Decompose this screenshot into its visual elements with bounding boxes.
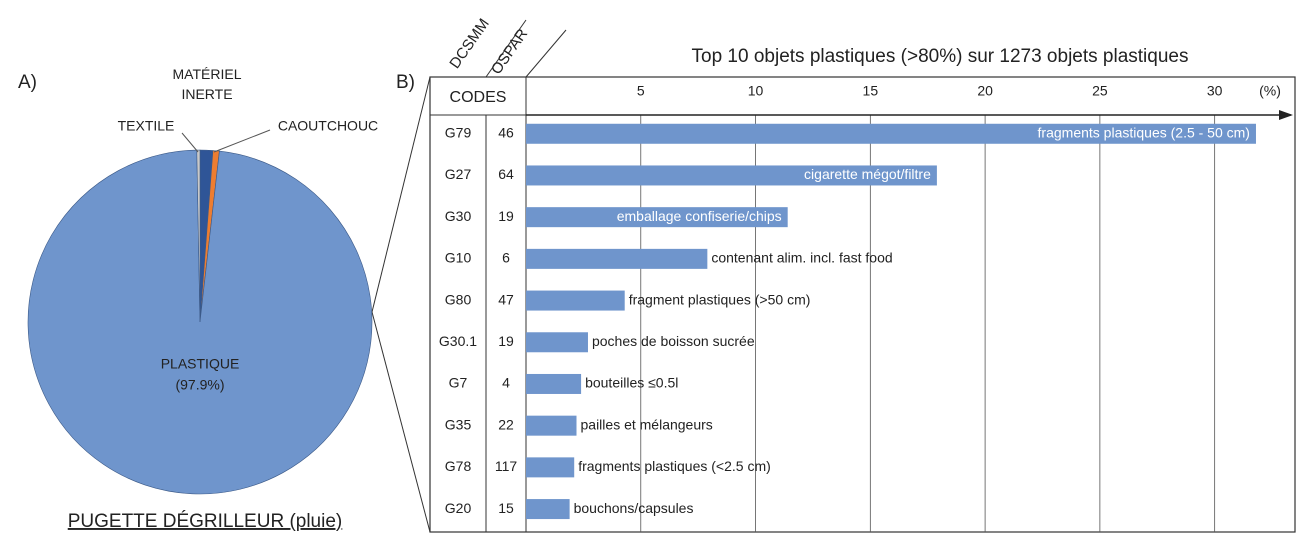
- bar: [526, 290, 625, 311]
- column-header: OSPAR: [488, 26, 532, 78]
- bar: [526, 248, 708, 269]
- table-frame: [429, 76, 1296, 533]
- bar-label: emballage confiserie/chips: [617, 208, 782, 224]
- zoom-line: [371, 311, 431, 533]
- axis-unit: (%): [1259, 83, 1281, 99]
- slice-label: PLASTIQUE: [161, 356, 240, 372]
- code-cell: 46: [498, 124, 514, 140]
- code-cell: 64: [498, 166, 514, 182]
- column-header: DCSMM: [446, 16, 492, 72]
- code-cell: G30: [445, 208, 472, 224]
- code-cell: 15: [498, 500, 514, 516]
- axis-arrow: [1279, 110, 1293, 120]
- code-cell: G79: [445, 124, 472, 140]
- code-cell: 19: [498, 208, 514, 224]
- code-cell: G30.1: [439, 333, 477, 349]
- x-tick-label: 20: [977, 83, 993, 99]
- bar-label: bouchons/capsules: [574, 500, 694, 516]
- pie-title: PUGETTE DÉGRILLEUR (pluie): [68, 511, 343, 532]
- bar-label: cigarette mégot/filtre: [804, 166, 931, 182]
- bar: [526, 165, 937, 186]
- bar-title: Top 10 objets plastiques (>80%) sur 1273…: [692, 46, 1189, 67]
- code-cell: 22: [498, 416, 514, 432]
- zoom-line: [371, 76, 431, 313]
- bar: [526, 457, 575, 478]
- code-cell: G10: [445, 250, 472, 266]
- code-cell: G7: [449, 375, 468, 391]
- bar: [526, 123, 1256, 144]
- bar: [526, 207, 788, 228]
- pie-slice: [27, 149, 373, 495]
- panel-label: B): [396, 72, 415, 93]
- x-tick-label: 25: [1092, 83, 1108, 99]
- leader-line: [213, 129, 271, 153]
- x-tick-label: 30: [1207, 83, 1223, 99]
- bar-label: fragment plastiques (>50 cm): [629, 291, 811, 307]
- codes-header: CODES: [450, 89, 507, 106]
- slice-label: CAOUTCHOUC: [278, 118, 378, 134]
- x-tick-label: 5: [637, 83, 645, 99]
- header-diagonal: [485, 19, 527, 78]
- code-cell: G35: [445, 416, 472, 432]
- code-cell: G20: [445, 500, 472, 516]
- code-cell: 19: [498, 333, 514, 349]
- slice-label: TEXTILE: [118, 118, 175, 134]
- leader-line: [181, 132, 199, 153]
- bar-label: poches de boisson sucrée: [592, 333, 755, 349]
- x-tick-label: 10: [748, 83, 764, 99]
- slice-label: MATÉRIEL INERTE: [172, 66, 242, 102]
- bar: [526, 332, 588, 353]
- code-cell: G78: [445, 458, 472, 474]
- code-cell: 117: [495, 458, 518, 474]
- bar: [526, 415, 577, 436]
- bar-label: fragments plastiques (2.5 - 50 cm): [1038, 124, 1250, 140]
- code-cell: 4: [502, 375, 510, 391]
- bar-label: bouteilles ≤0.5l: [585, 375, 678, 391]
- bar: [526, 373, 582, 394]
- code-cell: G27: [445, 166, 472, 182]
- bar-label: fragments plastiques (<2.5 cm): [578, 458, 771, 474]
- value-label: (97.9%): [175, 377, 224, 393]
- bar: [526, 499, 570, 520]
- x-tick-label: 15: [863, 83, 879, 99]
- code-cell: G80: [445, 291, 472, 307]
- panel-label: A): [18, 72, 37, 93]
- code-cell: 6: [502, 250, 510, 266]
- bar-label: contenant alim. incl. fast food: [711, 250, 892, 266]
- bar-label: pailles et mélangeurs: [581, 416, 713, 432]
- header-diagonal: [525, 29, 567, 78]
- code-cell: 47: [498, 291, 514, 307]
